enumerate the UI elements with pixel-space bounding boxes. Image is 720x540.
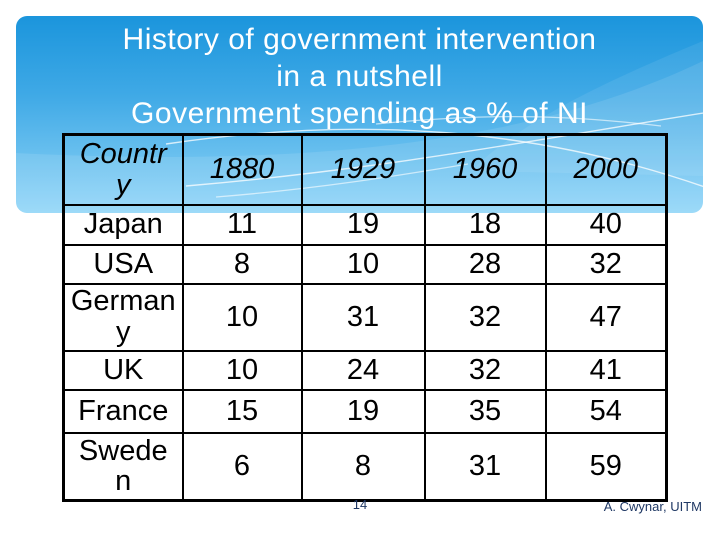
value-cell: 11	[181, 203, 303, 246]
slide-title-line-1: History of government intervention	[122, 23, 597, 56]
column-header-country: Countr y	[62, 133, 184, 206]
value-cell: 15	[181, 388, 303, 434]
table-row: German y 10 31 32 47	[62, 282, 668, 352]
table-row: Swede n 6 8 31 59	[62, 431, 668, 502]
value-cell: 24	[300, 349, 426, 391]
value-cell: 47	[544, 282, 668, 352]
footer-credit: A. Cwynar, UITM	[603, 499, 702, 514]
slide-title-line-2: in a nutshell	[276, 60, 443, 93]
table-row: UK 10 24 32 41	[62, 349, 668, 391]
value-cell: 41	[544, 349, 668, 391]
column-header-1929: 1929	[300, 133, 426, 206]
value-cell: 18	[423, 203, 547, 246]
country-cell: USA	[62, 243, 184, 285]
value-cell: 6	[181, 431, 303, 502]
column-header-1960: 1960	[423, 133, 547, 206]
country-cell: France	[62, 388, 184, 434]
value-cell: 32	[423, 282, 547, 352]
slide-title-line-3: Government spending as % of NI	[131, 97, 588, 130]
value-cell: 32	[544, 243, 668, 285]
value-cell: 10	[181, 282, 303, 352]
value-cell: 32	[423, 349, 547, 391]
value-cell: 31	[423, 431, 547, 502]
value-cell: 59	[544, 431, 668, 502]
value-cell: 8	[300, 431, 426, 502]
value-cell: 31	[300, 282, 426, 352]
spending-table: Countr y 1880 1929 1960 2000 Japan 11 19…	[62, 133, 668, 502]
value-cell: 40	[544, 203, 668, 246]
slide-title: History of government intervention in a …	[16, 21, 703, 132]
value-cell: 8	[181, 243, 303, 285]
value-cell: 19	[300, 203, 426, 246]
table-row: France 15 19 35 54	[62, 388, 668, 434]
value-cell: 10	[300, 243, 426, 285]
country-cell: UK	[62, 349, 184, 391]
value-cell: 10	[181, 349, 303, 391]
column-header-2000: 2000	[544, 133, 668, 206]
value-cell: 28	[423, 243, 547, 285]
table-row: Japan 11 19 18 40	[62, 203, 668, 246]
country-cell: Swede n	[62, 431, 184, 502]
country-cell: Japan	[62, 203, 184, 246]
slide-page-number: 14	[352, 497, 368, 512]
column-header-1880: 1880	[181, 133, 303, 206]
country-cell: German y	[62, 282, 184, 352]
value-cell: 35	[423, 388, 547, 434]
table-row: USA 8 10 28 32	[62, 243, 668, 285]
value-cell: 54	[544, 388, 668, 434]
value-cell: 19	[300, 388, 426, 434]
table-header-row: Countr y 1880 1929 1960 2000	[62, 133, 668, 206]
